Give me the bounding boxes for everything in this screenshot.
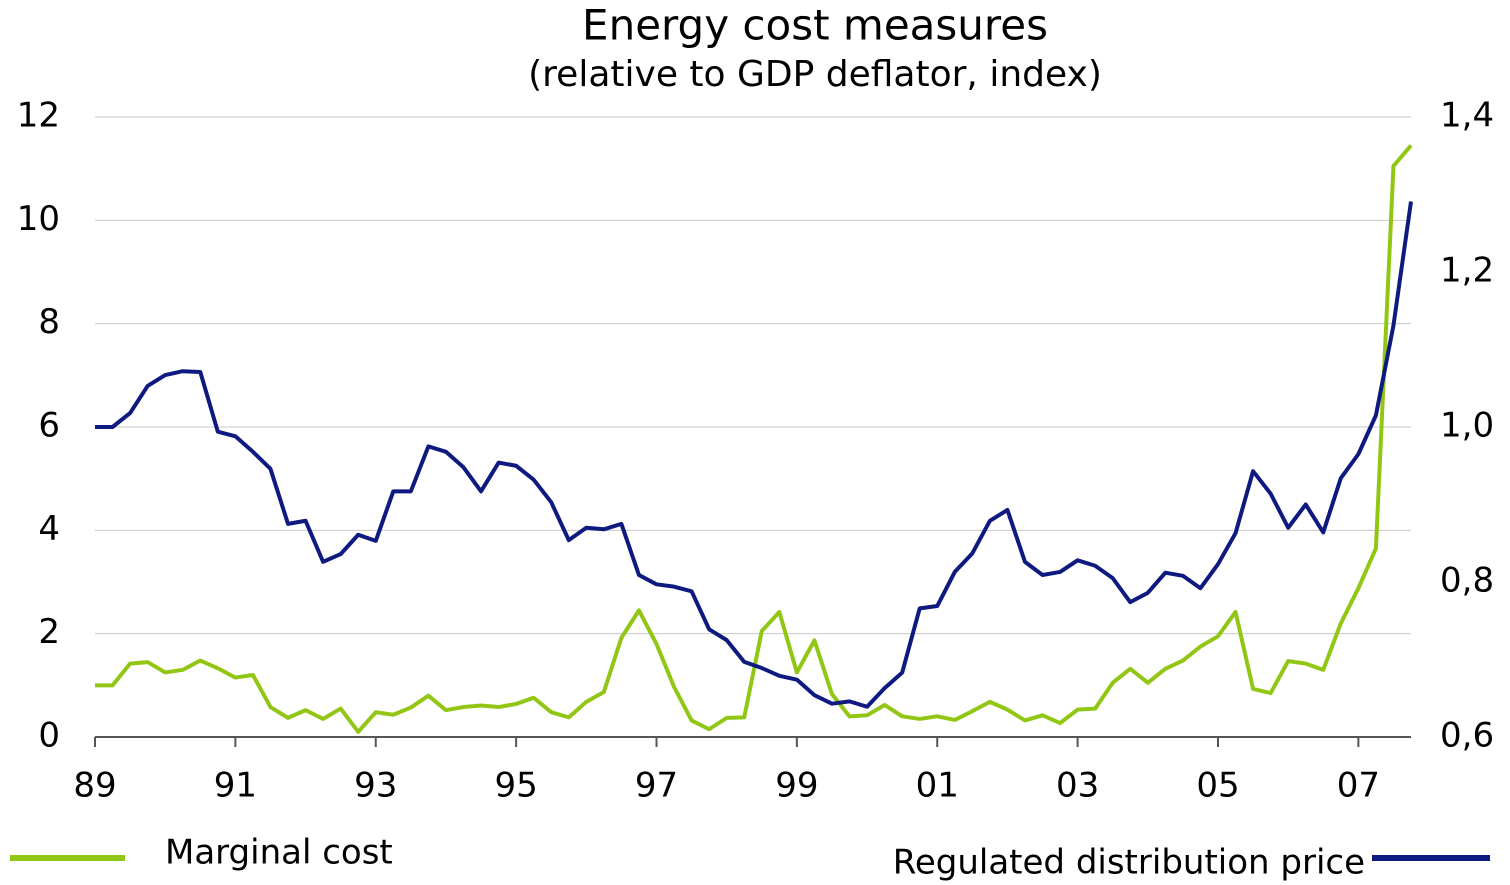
x-tick-label: 01 xyxy=(916,766,959,806)
series-line xyxy=(95,144,1413,734)
y-tick-label: 4 xyxy=(38,509,60,549)
y-tick-label: 6 xyxy=(38,406,60,446)
legend-label: Marginal cost xyxy=(165,833,393,873)
x-tick-label: 99 xyxy=(775,766,818,806)
y-tick-label: 10 xyxy=(17,199,60,239)
x-tick-label: 07 xyxy=(1337,766,1380,806)
x-tick-label: 89 xyxy=(73,766,116,806)
y-tick-label: 2 xyxy=(38,612,60,652)
y-tick-label: 8 xyxy=(38,302,60,342)
y2-tick-label: 1,4 xyxy=(1440,96,1494,136)
y-tick-label: 12 xyxy=(17,96,60,136)
x-tick-label: 97 xyxy=(635,766,678,806)
legend-label: Regulated distribution price xyxy=(893,843,1365,882)
x-tick-label: 91 xyxy=(214,766,257,806)
y2-tick-label: 0,6 xyxy=(1440,716,1494,756)
x-tick-label: 95 xyxy=(494,766,537,806)
x-tick-label: 93 xyxy=(354,766,397,806)
chart-subtitle: (relative to GDP deflator, index) xyxy=(528,54,1102,95)
y-tick-label: 0 xyxy=(38,716,60,756)
x-tick-label: 03 xyxy=(1056,766,1099,806)
y2-tick-label: 0,8 xyxy=(1440,561,1494,601)
series-line xyxy=(95,201,1413,709)
y2-tick-label: 1,2 xyxy=(1440,251,1494,291)
x-tick-label: 05 xyxy=(1196,766,1239,806)
y2-tick-label: 1,0 xyxy=(1440,406,1494,446)
chart-title: Energy cost measures xyxy=(582,1,1048,50)
